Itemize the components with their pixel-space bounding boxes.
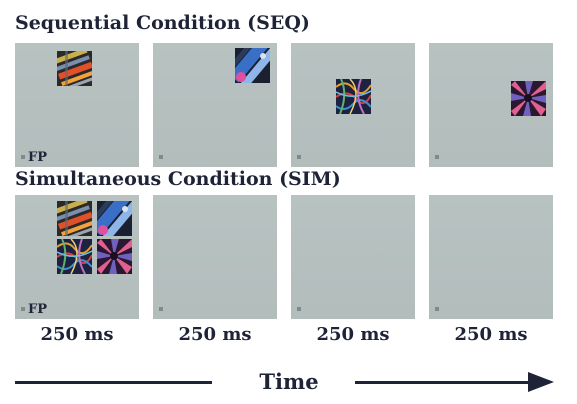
sim-frame-4 bbox=[429, 195, 553, 319]
duration-label: 250 ms bbox=[40, 324, 114, 345]
fixation-point bbox=[159, 155, 163, 159]
seq-frame-1: FP bbox=[15, 43, 139, 167]
striped-tubes-image bbox=[57, 51, 92, 86]
sim-frame-3 bbox=[291, 195, 415, 319]
fixation-point-label: FP bbox=[28, 302, 48, 317]
fixation-point bbox=[297, 307, 301, 311]
time-axis-label: Time bbox=[259, 369, 319, 394]
seq-frame-3 bbox=[291, 43, 415, 167]
sequential-condition-title: Sequential Condition (SEQ) bbox=[15, 12, 310, 34]
fixation-point bbox=[435, 307, 439, 311]
fixation-point bbox=[21, 307, 25, 311]
wire-tangle-image bbox=[336, 79, 371, 114]
fixation-point bbox=[21, 155, 25, 159]
sim-frame-1: FP bbox=[15, 195, 139, 319]
sim-frame-2 bbox=[153, 195, 277, 319]
blue-cylinder-image bbox=[97, 201, 132, 236]
spiral-tunnel-image bbox=[511, 81, 546, 116]
seq-frame-4 bbox=[429, 43, 553, 167]
fixation-point bbox=[297, 155, 301, 159]
spiral-tunnel-image bbox=[97, 239, 132, 274]
duration-label: 250 ms bbox=[316, 324, 390, 345]
duration-label: 250 ms bbox=[178, 324, 252, 345]
fixation-point-label: FP bbox=[28, 150, 48, 165]
wire-tangle-image bbox=[57, 239, 92, 274]
time-axis-line-right bbox=[355, 381, 535, 384]
time-arrow-head-icon bbox=[528, 372, 554, 392]
striped-tubes-image bbox=[57, 201, 92, 236]
time-axis-line-left bbox=[15, 381, 212, 384]
fixation-point bbox=[435, 155, 439, 159]
simultaneous-condition-title: Simultaneous Condition (SIM) bbox=[15, 168, 341, 190]
fixation-point bbox=[159, 307, 163, 311]
blue-cylinder-image bbox=[235, 48, 270, 83]
seq-frame-2 bbox=[153, 43, 277, 167]
duration-label: 250 ms bbox=[454, 324, 528, 345]
